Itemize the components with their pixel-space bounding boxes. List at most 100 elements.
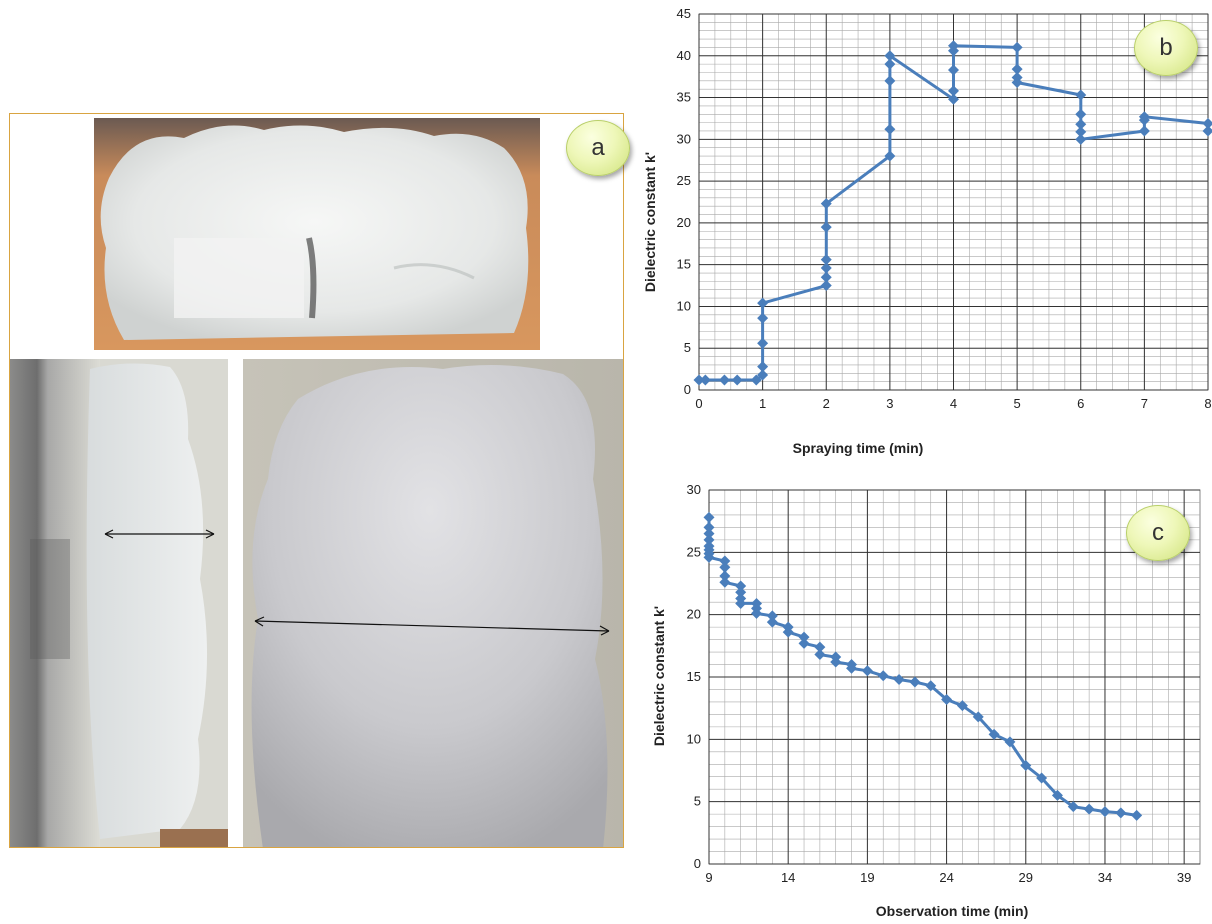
c-data-point bbox=[735, 580, 747, 592]
c-y-tick-label: 15 bbox=[687, 669, 701, 684]
b-data-point bbox=[693, 374, 705, 386]
b-data-point bbox=[731, 374, 743, 386]
b-x-tick-label: 3 bbox=[886, 396, 893, 411]
c-data-point bbox=[988, 728, 1000, 740]
b-data-point bbox=[750, 374, 762, 386]
c-y-tick-label: 20 bbox=[687, 607, 701, 622]
b-y-tick-label: 25 bbox=[677, 173, 691, 188]
c-data-point bbox=[877, 670, 889, 682]
c-data-point bbox=[956, 700, 968, 712]
c-data-point bbox=[719, 576, 731, 588]
b-x-tick-label: 0 bbox=[695, 396, 702, 411]
b-data-point bbox=[884, 123, 896, 135]
c-x-tick-label: 24 bbox=[939, 870, 953, 885]
c-data-point bbox=[861, 665, 873, 677]
c-y-tick-label: 10 bbox=[687, 731, 701, 746]
chart-c-y-ticks: 0 5 10 15 20 25 30 bbox=[687, 482, 701, 871]
c-y-tick-label: 0 bbox=[694, 856, 701, 871]
c-data-point bbox=[751, 607, 763, 619]
b-data-point bbox=[1075, 118, 1087, 130]
b-data-point bbox=[757, 337, 769, 349]
panel-label-b: b bbox=[1134, 20, 1198, 76]
c-data-point bbox=[814, 649, 826, 661]
b-data-point bbox=[948, 85, 959, 97]
c-data-point bbox=[925, 680, 937, 692]
c-data-point bbox=[782, 626, 794, 638]
c-x-tick-label: 14 bbox=[781, 870, 795, 885]
b-x-tick-label: 5 bbox=[1014, 396, 1021, 411]
c-data-point bbox=[941, 693, 953, 705]
c-data-point bbox=[703, 534, 715, 546]
c-data-point bbox=[735, 597, 747, 609]
c-data-point bbox=[830, 656, 842, 668]
b-data-point bbox=[718, 374, 730, 386]
b-data-point bbox=[757, 361, 769, 373]
b-y-tick-label: 45 bbox=[677, 6, 691, 21]
c-data-point bbox=[719, 570, 731, 582]
c-data-point bbox=[798, 631, 810, 643]
b-data-point bbox=[1075, 126, 1087, 138]
chart-b-x-axis-label: Spraying time (min) bbox=[793, 440, 924, 456]
c-data-point bbox=[972, 711, 984, 723]
c-x-tick-label: 19 bbox=[860, 870, 874, 885]
b-data-point bbox=[1202, 125, 1212, 137]
c-x-tick-label: 39 bbox=[1177, 870, 1191, 885]
chart-b-x-ticks: 0 1 2 3 4 5 6 7 8 bbox=[695, 396, 1211, 411]
c-data-point bbox=[1020, 760, 1032, 772]
photo-frost-layer-side bbox=[10, 359, 228, 847]
b-data-point bbox=[884, 75, 896, 87]
c-data-point bbox=[1115, 807, 1127, 819]
b-data-point bbox=[757, 369, 769, 381]
b-data-point bbox=[1075, 133, 1087, 145]
c-data-point bbox=[703, 528, 715, 540]
b-y-tick-label: 5 bbox=[684, 340, 691, 355]
c-data-point bbox=[766, 616, 778, 628]
b-data-point bbox=[820, 198, 832, 210]
b-y-tick-label: 15 bbox=[677, 257, 691, 272]
chart-c-x-ticks: 9 14 19 24 29 34 39 bbox=[705, 870, 1191, 885]
b-data-point bbox=[884, 150, 896, 162]
b-y-tick-label: 35 bbox=[677, 90, 691, 105]
b-data-point bbox=[884, 50, 896, 62]
b-data-point bbox=[820, 221, 832, 233]
c-data-point bbox=[846, 662, 858, 674]
b-x-tick-label: 7 bbox=[1141, 396, 1148, 411]
c-data-point bbox=[1004, 736, 1016, 748]
c-data-point bbox=[909, 676, 921, 688]
b-data-point bbox=[820, 254, 832, 266]
b-data-point bbox=[820, 280, 832, 292]
c-y-tick-label: 25 bbox=[687, 544, 701, 559]
c-data-point bbox=[703, 521, 715, 533]
b-y-tick-label: 10 bbox=[677, 298, 691, 313]
b-data-point bbox=[1011, 77, 1023, 89]
c-data-point bbox=[1051, 789, 1063, 801]
photo-frost-block-top bbox=[94, 118, 540, 350]
b-x-tick-label: 8 bbox=[1204, 396, 1211, 411]
c-data-point bbox=[1083, 803, 1095, 815]
b-data-point bbox=[884, 58, 896, 70]
c-data-point bbox=[814, 641, 826, 653]
panel-label-c: c bbox=[1126, 505, 1190, 561]
c-data-point bbox=[893, 673, 905, 685]
b-data-point bbox=[948, 40, 959, 52]
b-data-point bbox=[1138, 125, 1150, 137]
c-data-point bbox=[766, 610, 778, 622]
c-data-point bbox=[703, 511, 715, 523]
b-x-tick-label: 4 bbox=[950, 396, 957, 411]
b-data-point bbox=[820, 271, 832, 283]
chart-b-points bbox=[693, 40, 1212, 386]
b-data-point bbox=[1138, 111, 1150, 123]
c-x-tick-label: 34 bbox=[1098, 870, 1112, 885]
c-data-point bbox=[798, 637, 810, 649]
b-data-point bbox=[757, 297, 769, 309]
c-data-point bbox=[1067, 801, 1079, 813]
b-data-point bbox=[820, 262, 832, 274]
b-x-tick-label: 6 bbox=[1077, 396, 1084, 411]
b-x-tick-label: 2 bbox=[823, 396, 830, 411]
panel-a-photo-frame bbox=[9, 113, 624, 848]
b-data-point bbox=[948, 93, 959, 105]
b-data-point bbox=[1011, 63, 1023, 75]
c-data-point bbox=[1131, 809, 1143, 821]
